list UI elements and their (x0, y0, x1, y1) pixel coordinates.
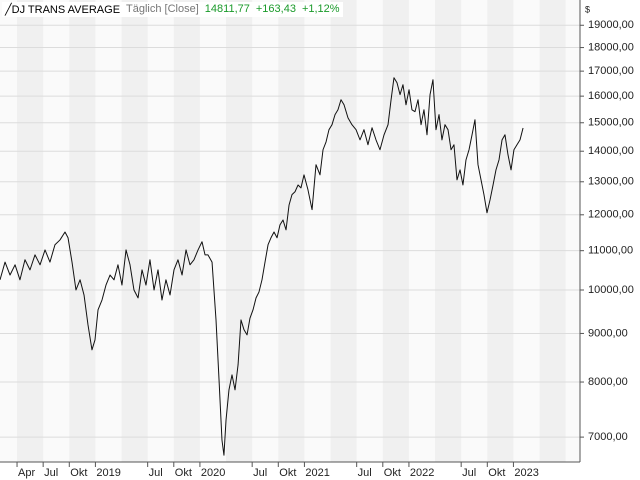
header-title: ╱DJ TRANS AVERAGE (5, 4, 121, 16)
y-tick-label: 11000,00 (588, 245, 633, 257)
y-tick-label: 15000,00 (588, 117, 634, 129)
y-tick-label: 17000,00 (588, 65, 634, 77)
y-tick-label: 12000,00 (588, 209, 634, 221)
x-tick-label: Jul (253, 467, 267, 479)
period-shading (121, 0, 148, 462)
change-percent: +1,12% (301, 3, 340, 15)
period-shading (173, 0, 200, 462)
x-tick-label: 2022 (410, 467, 434, 479)
x-tick-label: Jul (358, 467, 372, 479)
period-shading (330, 0, 357, 462)
x-tick-label: Apr (18, 467, 35, 479)
period-shading (435, 0, 462, 462)
y-tick-label: 13000,00 (588, 176, 634, 188)
last-value: 14811,77 (204, 3, 250, 15)
period-shading (69, 0, 96, 462)
price-line (0, 77, 524, 456)
y-tick-label: 18000,00 (588, 41, 634, 53)
y-tick-label: 10000,00 (588, 284, 634, 296)
change: +163,43 (255, 3, 296, 15)
x-tick-label: Jul (462, 467, 476, 479)
x-tick-label: 2021 (305, 467, 329, 479)
y-tick-label: 16000,00 (588, 90, 634, 102)
subtitle: Täglich [Close] (126, 3, 199, 15)
y-tick-label: 8000,00 (588, 376, 628, 388)
x-tick-label: Jul (44, 467, 58, 479)
x-tick-label: Jul (149, 467, 163, 479)
period-shading (539, 0, 566, 462)
x-tick-label: Okt (70, 467, 87, 479)
y-tick-label: 14000,00 (588, 145, 634, 157)
title: DJ TRANS AVERAGE (11, 4, 121, 16)
y-tick-label: 7000,00 (588, 431, 628, 443)
x-tick-label: 2019 (96, 467, 120, 479)
y-unit: $ (585, 4, 590, 14)
chart-header: ╱DJ TRANS AVERAGE Täglich [Close] 14811,… (2, 2, 343, 17)
x-tick-label: 2023 (514, 467, 538, 479)
x-tick-label: Okt (384, 467, 401, 479)
y-tick-label: 9000,00 (588, 327, 628, 339)
period-shading (226, 0, 253, 462)
x-tick-label: 2020 (201, 467, 225, 479)
y-tick-label: 19000,00 (588, 19, 634, 31)
x-tick-label: Okt (488, 467, 505, 479)
x-tick-label: Okt (175, 467, 192, 479)
period-shading (487, 0, 514, 462)
x-tick-label: Okt (279, 467, 296, 479)
period-shading (382, 0, 409, 462)
period-shading (17, 0, 44, 462)
period-shading (278, 0, 305, 462)
